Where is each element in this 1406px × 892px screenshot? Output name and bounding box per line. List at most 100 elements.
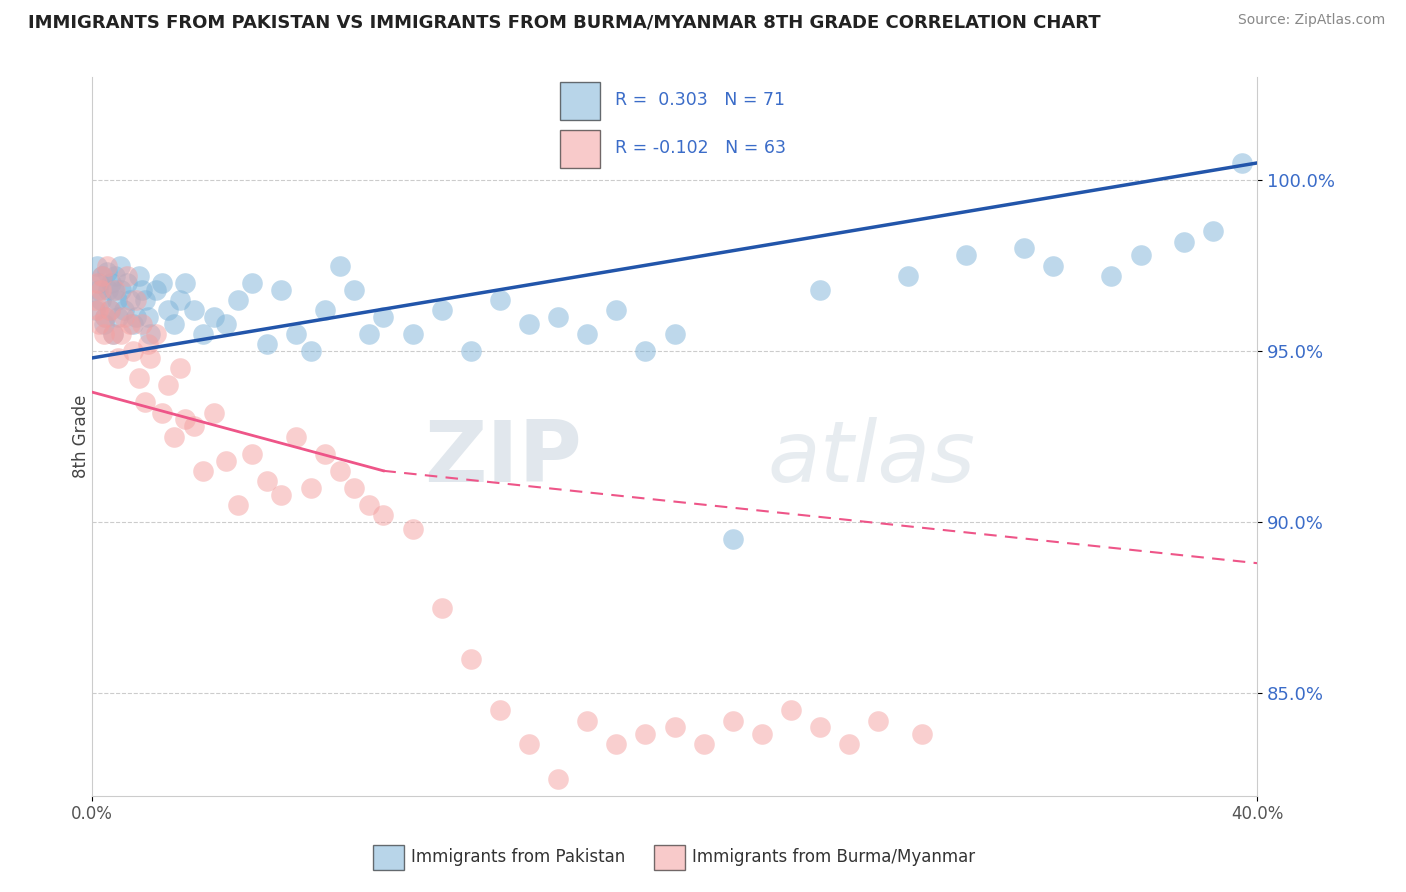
Point xyxy=(204,310,226,324)
Point xyxy=(91,268,114,283)
Point xyxy=(1173,235,1195,249)
Point xyxy=(517,317,540,331)
Point xyxy=(136,337,159,351)
Point xyxy=(226,498,249,512)
Point xyxy=(118,317,141,331)
Point xyxy=(605,738,627,752)
Point xyxy=(751,727,773,741)
Point xyxy=(489,293,512,307)
Point xyxy=(100,276,122,290)
Point xyxy=(868,714,890,728)
Point xyxy=(634,344,657,359)
Point xyxy=(664,326,686,341)
Point xyxy=(343,283,366,297)
Point xyxy=(87,303,110,318)
Point xyxy=(1129,248,1152,262)
Point xyxy=(122,344,145,359)
Point xyxy=(110,326,132,341)
Point xyxy=(112,310,135,324)
Point xyxy=(634,727,657,741)
Point xyxy=(270,283,292,297)
Point xyxy=(139,351,162,365)
FancyBboxPatch shape xyxy=(560,82,599,120)
Point xyxy=(576,326,599,341)
Point xyxy=(101,326,124,341)
Point xyxy=(460,652,482,666)
Point xyxy=(103,283,125,297)
Point xyxy=(240,447,263,461)
Point xyxy=(489,703,512,717)
Point xyxy=(163,317,186,331)
Point xyxy=(156,303,179,318)
Point xyxy=(329,259,352,273)
Y-axis label: 8th Grade: 8th Grade xyxy=(72,395,90,478)
Point xyxy=(107,351,129,365)
Point xyxy=(125,310,148,324)
Point xyxy=(96,265,118,279)
Point xyxy=(128,371,150,385)
Point xyxy=(86,259,108,273)
Point xyxy=(401,326,423,341)
Point xyxy=(780,703,803,717)
Point xyxy=(256,337,278,351)
Point xyxy=(110,283,132,297)
Point xyxy=(226,293,249,307)
Point xyxy=(115,276,138,290)
Text: Immigrants from Burma/Myanmar: Immigrants from Burma/Myanmar xyxy=(692,848,974,866)
Point xyxy=(101,326,124,341)
Point xyxy=(911,727,934,741)
Point xyxy=(1042,259,1064,273)
Point xyxy=(329,464,352,478)
Point xyxy=(215,453,238,467)
Point xyxy=(139,326,162,341)
Point xyxy=(150,406,173,420)
Point xyxy=(285,429,308,443)
Point xyxy=(118,293,141,307)
Point xyxy=(183,419,205,434)
Point xyxy=(145,283,167,297)
Point xyxy=(145,326,167,341)
Point xyxy=(125,293,148,307)
Point xyxy=(96,259,118,273)
Point xyxy=(105,293,128,307)
Point xyxy=(93,317,115,331)
Point xyxy=(547,310,569,324)
Point xyxy=(107,310,129,324)
Point xyxy=(204,406,226,420)
Point xyxy=(1202,224,1225,238)
Point xyxy=(174,412,197,426)
Point xyxy=(343,481,366,495)
Point xyxy=(94,310,117,324)
Point xyxy=(314,447,336,461)
Point xyxy=(547,772,569,786)
Point xyxy=(215,317,238,331)
Point xyxy=(373,310,395,324)
Point xyxy=(131,283,153,297)
Point xyxy=(721,714,744,728)
Point xyxy=(169,361,191,376)
Point xyxy=(108,259,131,273)
Point xyxy=(664,720,686,734)
Point xyxy=(897,268,920,283)
Point xyxy=(838,738,860,752)
Point xyxy=(84,293,107,307)
Point xyxy=(150,276,173,290)
Point xyxy=(1099,268,1122,283)
Text: Immigrants from Pakistan: Immigrants from Pakistan xyxy=(411,848,624,866)
Point xyxy=(93,326,115,341)
Point xyxy=(191,464,214,478)
Point xyxy=(808,720,831,734)
Point xyxy=(174,276,197,290)
Point xyxy=(94,310,117,324)
Point xyxy=(808,283,831,297)
Point xyxy=(86,276,108,290)
Point xyxy=(87,283,110,297)
Point xyxy=(131,317,153,331)
Point xyxy=(136,310,159,324)
Point xyxy=(98,303,121,318)
Point xyxy=(357,326,380,341)
Point xyxy=(401,522,423,536)
Point xyxy=(299,344,322,359)
Point xyxy=(90,283,112,297)
Point xyxy=(955,248,977,262)
